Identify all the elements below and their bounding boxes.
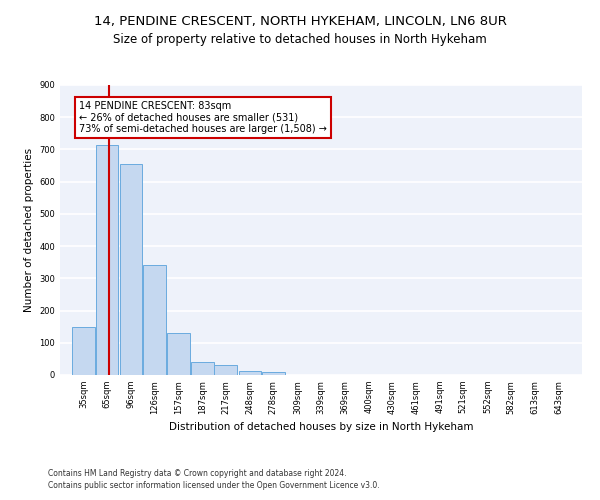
Bar — [167, 333, 190, 375]
Bar — [239, 371, 261, 375]
Bar — [143, 266, 166, 375]
Bar — [95, 144, 118, 375]
Y-axis label: Number of detached properties: Number of detached properties — [24, 148, 34, 312]
Bar — [191, 362, 214, 375]
X-axis label: Distribution of detached houses by size in North Hykeham: Distribution of detached houses by size … — [169, 422, 473, 432]
Bar — [72, 326, 95, 375]
Text: Size of property relative to detached houses in North Hykeham: Size of property relative to detached ho… — [113, 32, 487, 46]
Text: Contains HM Land Registry data © Crown copyright and database right 2024.: Contains HM Land Registry data © Crown c… — [48, 468, 347, 477]
Text: 14, PENDINE CRESCENT, NORTH HYKEHAM, LINCOLN, LN6 8UR: 14, PENDINE CRESCENT, NORTH HYKEHAM, LIN… — [94, 15, 506, 28]
Bar — [120, 164, 142, 375]
Text: Contains public sector information licensed under the Open Government Licence v3: Contains public sector information licen… — [48, 481, 380, 490]
Text: 14 PENDINE CRESCENT: 83sqm
← 26% of detached houses are smaller (531)
73% of sem: 14 PENDINE CRESCENT: 83sqm ← 26% of deta… — [79, 101, 326, 134]
Bar — [214, 366, 237, 375]
Bar — [262, 372, 284, 375]
